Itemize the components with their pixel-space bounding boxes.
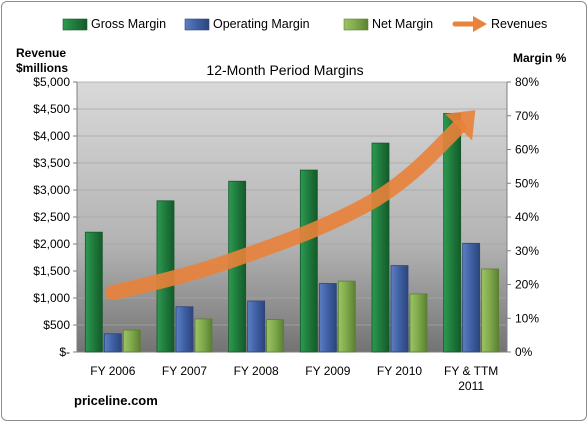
legend-swatch-net-margin xyxy=(343,18,369,31)
bar-operating-margin xyxy=(175,306,194,353)
left-axis-title-line-1: Revenue xyxy=(16,46,66,60)
left-tick-label: $3,500 xyxy=(33,156,70,170)
left-tick-label: $2,500 xyxy=(33,210,70,224)
bar-operating-margin xyxy=(103,333,122,353)
bar-net-margin xyxy=(194,318,213,353)
left-tick-label: $5,000 xyxy=(33,75,70,89)
bar-operating-margin xyxy=(462,242,481,353)
revenue-trend-arrow xyxy=(105,110,476,301)
x-tick-label: FY 2009 xyxy=(305,364,350,378)
right-tick-label: 60% xyxy=(515,143,539,157)
legend-arrow-revenues xyxy=(452,16,487,32)
left-tick-label: $4,500 xyxy=(33,102,70,116)
legend: Gross Margin Operating Margin Net Margin… xyxy=(62,16,547,32)
legend-label-operating-margin: Operating Margin xyxy=(213,17,310,31)
bar-net-margin xyxy=(122,329,141,353)
bar-net-margin xyxy=(481,268,500,353)
left-tick-label: $4,000 xyxy=(33,129,70,143)
left-tick-label: $1,000 xyxy=(33,291,70,305)
bar-operating-margin xyxy=(318,283,337,353)
left-tick-label: $500 xyxy=(43,318,70,332)
x-tick-label: FY 2006 xyxy=(90,364,135,378)
left-axis-title-line-2: $millions xyxy=(16,61,68,75)
bar-net-margin xyxy=(266,319,285,353)
x-tick-label: FY 2008 xyxy=(234,364,279,378)
left-tick-label: $3,000 xyxy=(33,183,70,197)
right-axis-title: Margin % xyxy=(513,51,567,65)
right-axis-ticks: 0% 10% 20% 30% 40% 50% 60% 70% 80% xyxy=(507,75,539,359)
left-tick-label: $- xyxy=(59,345,70,359)
right-tick-label: 40% xyxy=(515,210,539,224)
right-tick-label: 10% xyxy=(515,311,539,325)
left-tick-label: $1,500 xyxy=(33,264,70,278)
revenue-arrow-head xyxy=(444,110,476,141)
right-tick-label: 0% xyxy=(515,345,533,359)
right-tick-label: 30% xyxy=(515,244,539,258)
gridlines xyxy=(77,81,507,326)
bars xyxy=(84,112,500,353)
bar-net-margin xyxy=(409,293,428,353)
left-axis-ticks: $- $500 $1,000 $1,500 $2,000 $2,500 $3,000 $3,5… xyxy=(33,75,77,359)
x-tick-label: FY 2007 xyxy=(162,364,207,378)
right-tick-label: 80% xyxy=(515,75,539,89)
legend-label-revenues: Revenues xyxy=(491,17,547,31)
legend-label-net-margin: Net Margin xyxy=(372,17,433,31)
bar-operating-margin xyxy=(390,265,409,353)
bar-gross-margin xyxy=(299,169,318,353)
revenue-arrow-shaft xyxy=(105,119,467,301)
right-tick-label: 70% xyxy=(515,109,539,123)
x-tick-label: FY & TTM 2011 xyxy=(444,364,498,393)
bar-operating-margin xyxy=(247,300,266,353)
bar-gross-margin xyxy=(371,142,390,353)
chart-title: 12-Month Period Margins xyxy=(206,62,363,78)
right-tick-label: 50% xyxy=(515,176,539,190)
bar-gross-margin xyxy=(84,231,103,353)
legend-label-gross-margin: Gross Margin xyxy=(91,17,166,31)
x-tick-label: FY 2010 xyxy=(377,364,422,378)
bar-net-margin xyxy=(337,280,356,353)
legend-swatch-gross-margin xyxy=(62,18,88,31)
x-axis-labels: FY 2006 FY 2007 FY 2008 FY 2009 FY 2010 FY & … xyxy=(90,364,498,393)
legend-swatch-operating-margin xyxy=(184,18,210,31)
right-tick-label: 20% xyxy=(515,278,539,292)
left-tick-label: $2,000 xyxy=(33,237,70,251)
source-label: priceline.com xyxy=(74,393,158,408)
